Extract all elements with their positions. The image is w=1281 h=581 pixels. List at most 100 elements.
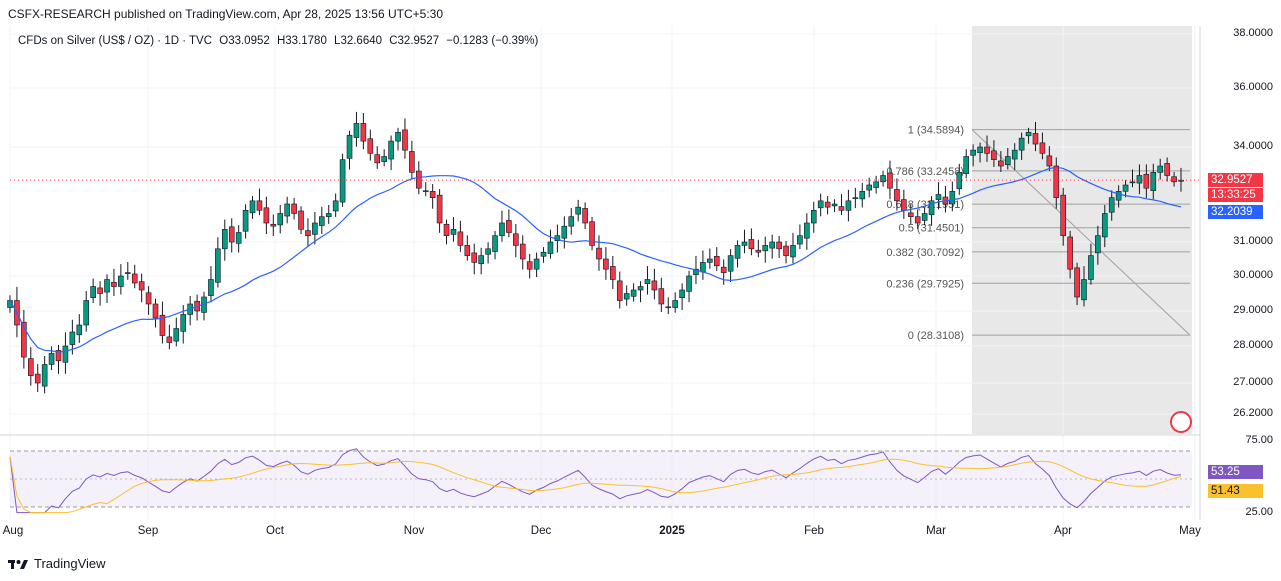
candle <box>159 314 166 336</box>
price-tick-label: 28.0000 <box>1233 339 1273 351</box>
candle <box>436 194 443 224</box>
candle <box>450 229 457 235</box>
candle <box>173 328 180 342</box>
fib-label: 0.236 (29.7925) <box>886 278 964 290</box>
candle <box>831 203 838 207</box>
ma-value-tag: 32.2039 <box>1208 205 1263 219</box>
candle <box>145 292 152 305</box>
tradingview-logo[interactable]: TradingView <box>8 556 106 571</box>
candle <box>402 129 408 151</box>
time-axis-label: Nov <box>403 525 425 537</box>
time-axis-label: Dec <box>530 525 552 537</box>
candle <box>783 245 789 256</box>
time-axis-label: Feb <box>804 525 824 537</box>
candle <box>1101 213 1108 238</box>
tradingview-logo-icon <box>8 559 28 569</box>
candle <box>866 184 872 191</box>
ohlc-high: H33.1780 <box>276 35 327 47</box>
price-tick-label: 36.0000 <box>1233 81 1273 93</box>
candle <box>513 233 519 246</box>
candle <box>76 324 83 336</box>
candle <box>21 321 27 358</box>
ohlc-open: O33.0952 <box>219 35 270 47</box>
candle <box>589 221 595 246</box>
price-tick-label: 30.0000 <box>1233 269 1273 281</box>
candle <box>1018 137 1025 151</box>
candle <box>720 266 727 273</box>
candle <box>471 252 478 263</box>
candle <box>727 255 734 272</box>
candle <box>443 223 450 236</box>
candle <box>1143 173 1150 189</box>
rsi-tick-label: 75.00 <box>1245 434 1273 446</box>
candle <box>48 353 55 365</box>
candle <box>804 222 810 239</box>
candle <box>208 279 214 296</box>
candle <box>741 241 748 246</box>
candle <box>221 229 228 250</box>
candle <box>457 231 464 246</box>
candle <box>249 200 256 214</box>
price-tick-label: 26.2000 <box>1233 407 1273 419</box>
candle <box>325 213 332 217</box>
candle <box>41 364 48 387</box>
candle <box>790 245 796 258</box>
ohlc-change: −0.1283 (−0.39%) <box>446 35 539 47</box>
candle <box>596 247 602 260</box>
candle <box>332 200 339 212</box>
candle <box>1095 235 1101 254</box>
us-flag-icon[interactable] <box>1170 411 1192 433</box>
rsi-line <box>9 448 1182 514</box>
time-axis-label: Apr <box>1054 525 1072 537</box>
countdown-tag: 13:33:25 <box>1208 188 1263 202</box>
candle <box>616 280 623 301</box>
candle <box>859 191 866 200</box>
candle <box>388 140 394 160</box>
candle <box>1046 155 1053 167</box>
candle <box>284 203 290 217</box>
symbol-name[interactable]: CFDs on Silver (US$ / OZ) · 1D · TVC <box>18 35 213 47</box>
candle <box>665 306 672 309</box>
candle <box>547 241 554 254</box>
candle <box>921 213 928 221</box>
candle <box>1053 165 1060 198</box>
candle <box>956 172 963 190</box>
candle <box>776 241 782 250</box>
candle <box>1060 194 1067 236</box>
candle <box>568 216 575 227</box>
candle <box>679 289 685 298</box>
candle <box>298 210 304 230</box>
candle <box>138 281 145 291</box>
fib-label: 0.5 (31.4501) <box>899 223 964 235</box>
candle <box>713 255 720 267</box>
price-tick-label: 29.0000 <box>1233 304 1273 316</box>
highlight-range <box>972 26 1192 434</box>
candle <box>540 251 547 257</box>
fib-label: 0 (28.3108) <box>908 330 964 342</box>
candle <box>672 300 678 308</box>
candle <box>152 303 159 319</box>
candle <box>235 232 242 244</box>
candle <box>693 268 699 275</box>
candle <box>838 206 845 211</box>
candle <box>769 241 775 249</box>
brand-name: TradingView <box>34 556 106 571</box>
candle <box>1115 191 1122 201</box>
candle <box>360 123 367 142</box>
candle <box>263 207 270 224</box>
candle <box>561 225 568 239</box>
candle <box>291 203 297 214</box>
rsi-ma-line <box>9 456 1182 514</box>
time-axis-label: May <box>1179 525 1201 537</box>
candle <box>644 279 651 284</box>
candle <box>69 331 76 345</box>
candle <box>519 243 526 260</box>
candle <box>1074 267 1080 298</box>
candle <box>817 200 824 209</box>
candle <box>963 156 970 174</box>
candle <box>1039 142 1046 154</box>
price-tick-label: 34.0000 <box>1233 140 1273 152</box>
candle <box>1081 279 1087 301</box>
candle <box>797 235 803 245</box>
